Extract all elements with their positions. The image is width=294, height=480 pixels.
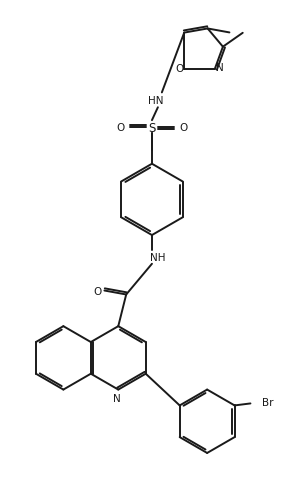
Text: S: S [148, 121, 156, 134]
Text: HN: HN [148, 96, 164, 106]
Text: O: O [116, 123, 124, 133]
Text: Br: Br [262, 397, 274, 408]
Text: N: N [216, 63, 224, 73]
Text: O: O [175, 64, 183, 74]
Text: O: O [180, 123, 188, 133]
Text: NH: NH [150, 252, 166, 262]
Text: O: O [93, 286, 102, 296]
Text: N: N [113, 394, 121, 404]
